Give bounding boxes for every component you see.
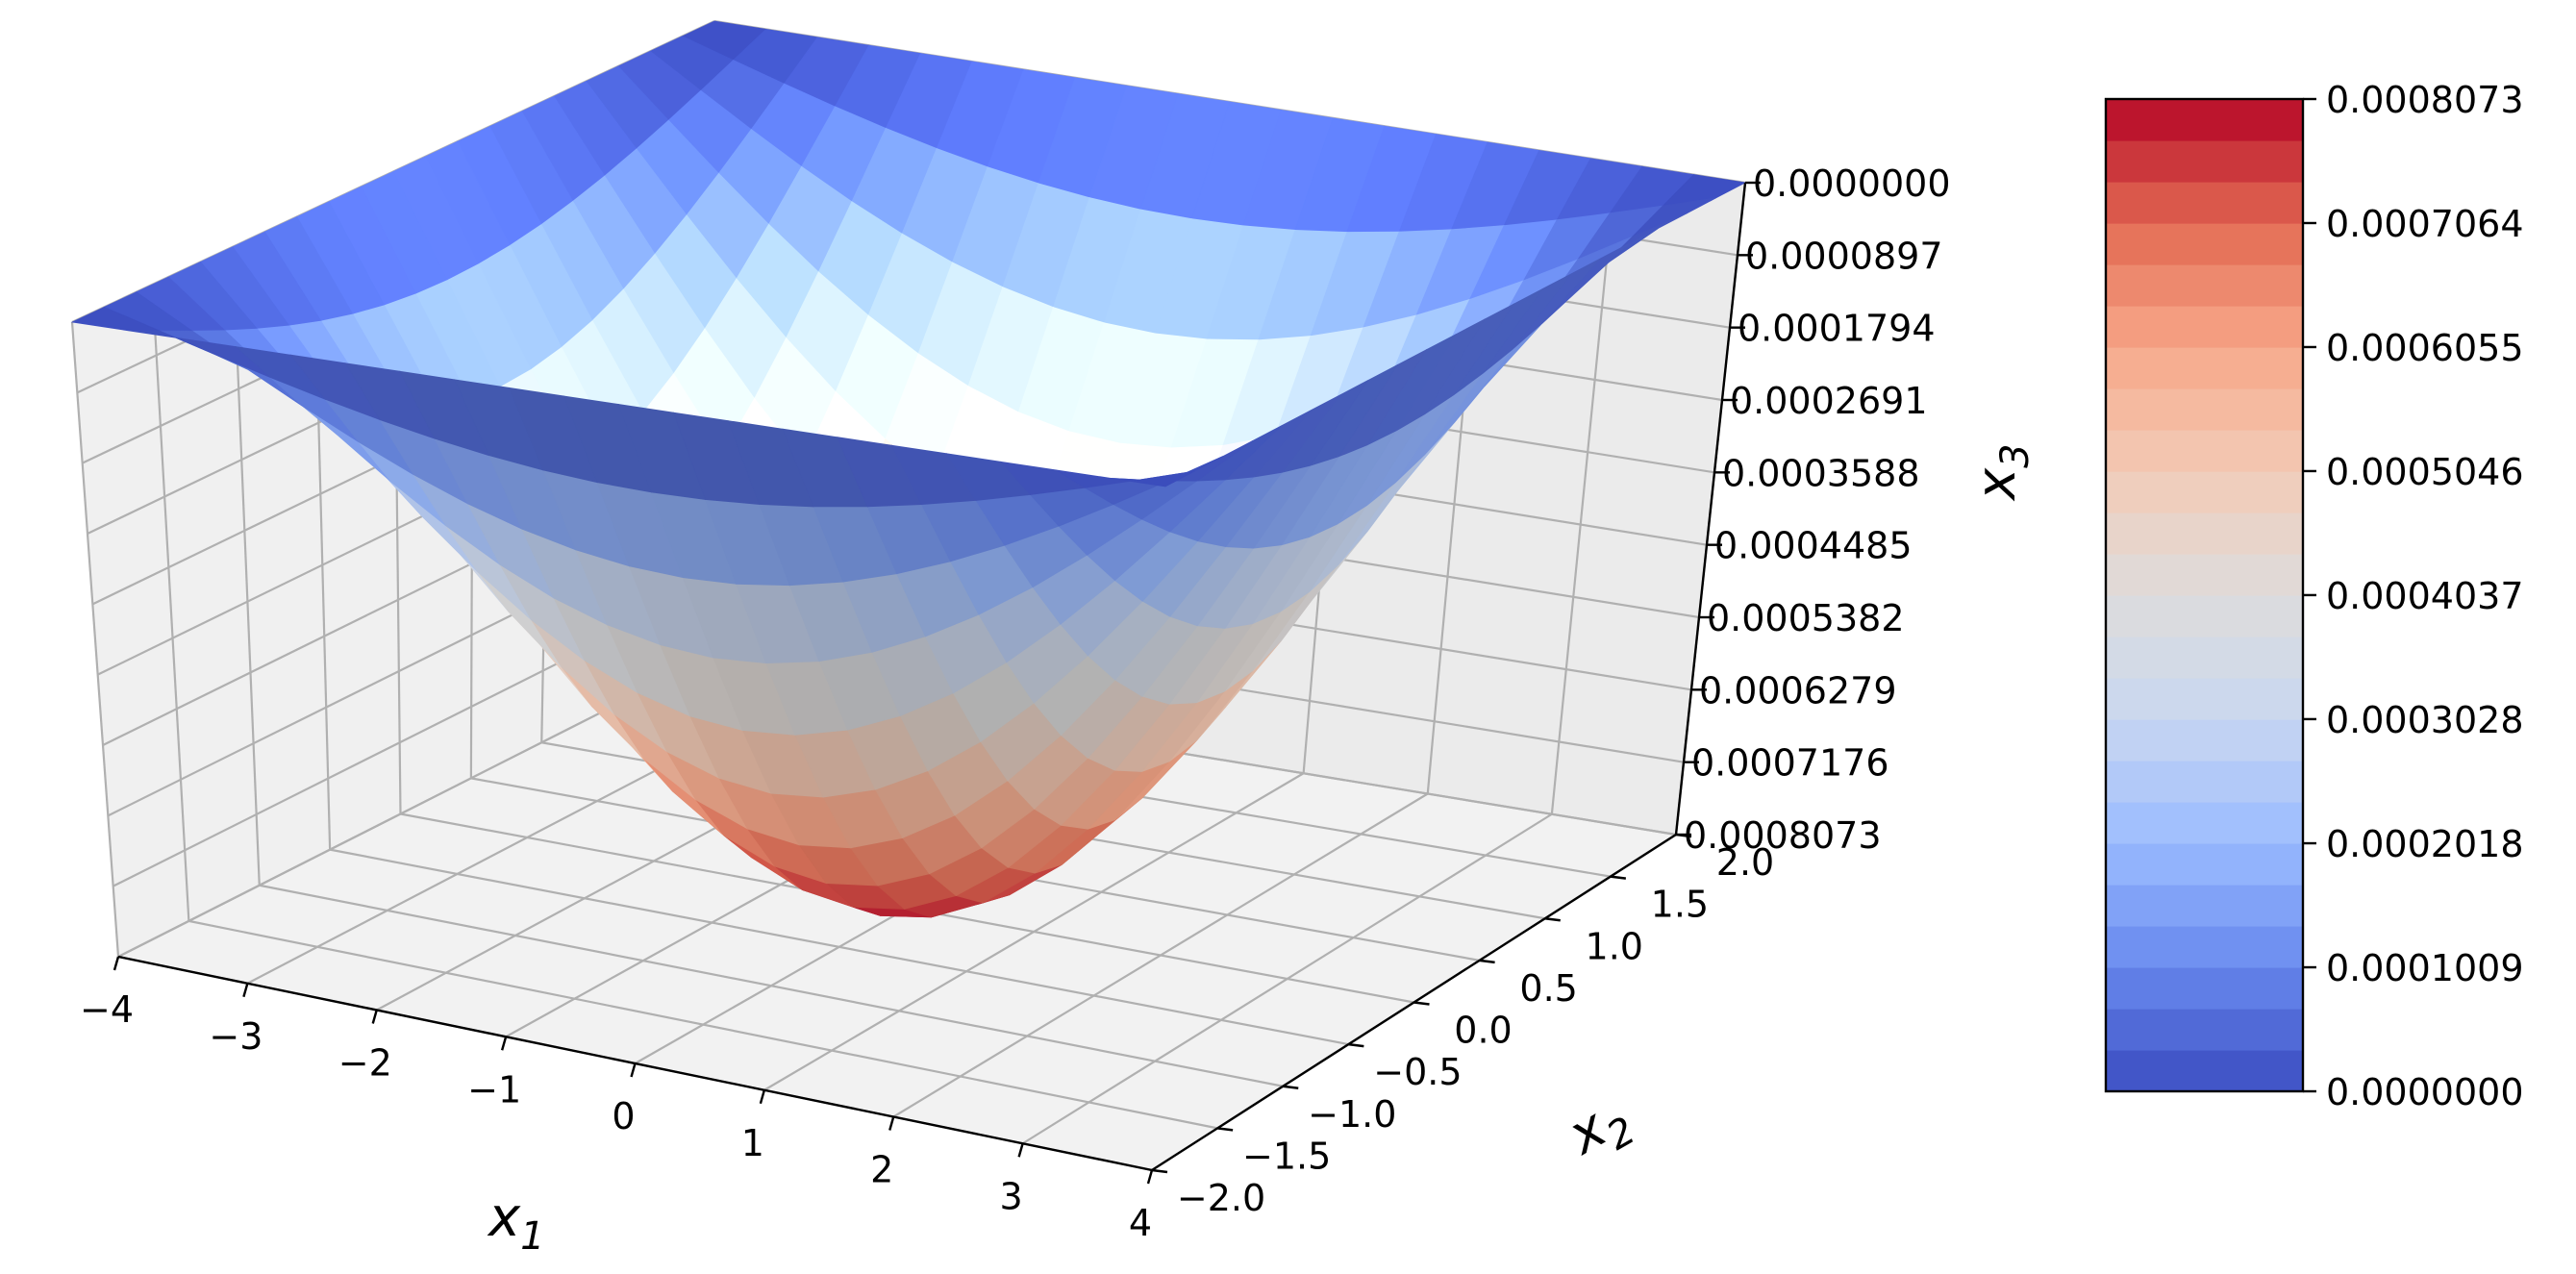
x3-tick-label: 0.0000897 xyxy=(1745,235,1943,277)
x3-axis-line xyxy=(1674,182,1747,836)
left-gridline-y xyxy=(70,321,120,958)
x2-tick-label: 1.0 xyxy=(1586,925,1643,967)
x1-tick-label: 1 xyxy=(741,1122,764,1164)
colorbar-level xyxy=(2106,802,2303,844)
colorbar-level xyxy=(2106,637,2303,679)
x1-tick-label: 2 xyxy=(870,1149,893,1191)
surface-face xyxy=(1111,470,1195,487)
floor-gridline-y xyxy=(259,884,1284,1087)
colorbar-level xyxy=(2106,885,2303,927)
x1-tick-label: −2 xyxy=(338,1042,392,1085)
x3-tick-label: 0.0001794 xyxy=(1738,308,1936,350)
x1-axis-label: x1 xyxy=(487,1187,545,1259)
x2-tick-mark xyxy=(1544,917,1561,922)
x2-tick-label: 0.0 xyxy=(1454,1010,1512,1052)
back-gridline-x xyxy=(1550,162,1618,814)
colorbar-level xyxy=(2106,554,2303,596)
x1-tick-mark xyxy=(1146,1169,1154,1185)
surface-mesh xyxy=(70,20,1747,918)
colorbar-level xyxy=(2106,926,2303,968)
colorbar-level xyxy=(2106,140,2303,183)
colorbar-level xyxy=(2106,595,2303,637)
colorbar-tick-label: 0.0008073 xyxy=(2326,79,2524,121)
colorbar-tick-label: 0.0004037 xyxy=(2326,575,2524,617)
x1-tick-mark xyxy=(630,1062,637,1078)
floor-pane xyxy=(118,671,1676,1170)
x2-tick-label: −0.5 xyxy=(1373,1051,1462,1093)
colorbar-level xyxy=(2106,223,2303,265)
x1-tick-label: 3 xyxy=(1000,1175,1023,1217)
x3-tick-label: 0.0003588 xyxy=(1722,452,1920,494)
x2-tick-mark xyxy=(1151,1168,1168,1174)
colorbar-level xyxy=(2106,761,2303,803)
x2-tick-mark xyxy=(1610,875,1627,880)
colorbar-level xyxy=(2106,1050,2303,1092)
colorbar-tick-label: 0.0005046 xyxy=(2326,451,2524,493)
colorbar-level xyxy=(2106,512,2303,555)
left-gridline-z xyxy=(117,670,684,958)
colorbar-level xyxy=(2106,678,2303,720)
colorbar-level xyxy=(2106,719,2303,762)
x2-tick-mark xyxy=(1479,959,1495,964)
x1-tick-mark xyxy=(242,983,249,998)
left-gridline-y xyxy=(151,284,190,921)
x3-tick-label: 0.0006279 xyxy=(1699,669,1897,712)
x1-tick-mark xyxy=(500,1036,508,1051)
x2-tick-mark xyxy=(1283,1085,1299,1089)
colorbar: 0.0000000 0.0001009 0.0002018 0.0003028 0.00… xyxy=(2104,79,2524,1113)
x2-tick-label: −1.0 xyxy=(1308,1093,1396,1136)
colorbar-level xyxy=(2106,843,2303,886)
x1-tick-mark xyxy=(113,956,120,971)
colorbar-level xyxy=(2106,967,2303,1010)
colorbar-tick-label: 0.0000000 xyxy=(2326,1071,2524,1113)
x1-tick-mark xyxy=(888,1116,895,1131)
x1-tick-mark xyxy=(759,1089,766,1105)
colorbar-tick-label: 0.0007064 xyxy=(2326,203,2524,245)
x3-tick-label: 0.0008073 xyxy=(1684,814,1882,857)
x1-tick-label: 4 xyxy=(1129,1202,1152,1244)
x1-tick-label: 0 xyxy=(612,1095,635,1137)
colorbar-level xyxy=(2106,306,2303,348)
x3-axis-label: x3 xyxy=(1965,443,2038,502)
x3-tick-label: 0.0005382 xyxy=(1707,597,1905,639)
x2-tick-mark xyxy=(1216,1127,1234,1132)
x1-tick-mark xyxy=(371,1010,378,1024)
colorbar-level xyxy=(2106,430,2303,472)
x2-tick-mark xyxy=(1348,1042,1364,1048)
x2-tick-label: −2.0 xyxy=(1177,1177,1265,1219)
axis-ticks: −4 −3 −2 −1 0 1 2 3 4 −2.0−1.5−1.0−0.50.00.51.01.… xyxy=(80,162,1951,1244)
x3-tick-label: 0.0004485 xyxy=(1714,525,1913,567)
x3-tick-label: 0.0002691 xyxy=(1730,380,1928,422)
colorbar-level xyxy=(2106,388,2303,431)
colorbar-level xyxy=(2106,471,2303,513)
x3-tick-label: 0.0000000 xyxy=(1753,162,1951,205)
x2-tick-label: 2.0 xyxy=(1716,841,1774,884)
x3-tick-label: 0.0007176 xyxy=(1691,742,1889,785)
colorbar-tick-label: 0.0003028 xyxy=(2326,699,2524,741)
colorbar-level xyxy=(2106,182,2303,224)
x1-tick-label: −1 xyxy=(467,1068,521,1111)
colorbar-level xyxy=(2106,347,2303,389)
floor-gridline-y xyxy=(188,919,1218,1130)
x2-tick-label: 0.5 xyxy=(1519,967,1577,1010)
x2-tick-label: 1.5 xyxy=(1651,884,1709,926)
colorbar-tick-label: 0.0002018 xyxy=(2326,823,2524,865)
colorbar-level xyxy=(2106,264,2303,307)
x1-tick-label: −4 xyxy=(80,988,134,1031)
x2-tick-label: −1.5 xyxy=(1242,1135,1331,1177)
x2-tick-mark xyxy=(1413,1001,1430,1006)
x1-tick-mark xyxy=(1017,1142,1024,1158)
colorbar-tick-label: 0.0006055 xyxy=(2326,327,2524,369)
colorbar-tick-label: 0.0001009 xyxy=(2326,947,2524,989)
floor-gridline-y xyxy=(329,848,1349,1046)
x1-tick-label: −3 xyxy=(209,1015,263,1058)
colorbar-level xyxy=(2106,99,2303,141)
x2-axis-label: x2 xyxy=(1557,1085,1643,1176)
colorbar-level xyxy=(2106,1009,2303,1051)
